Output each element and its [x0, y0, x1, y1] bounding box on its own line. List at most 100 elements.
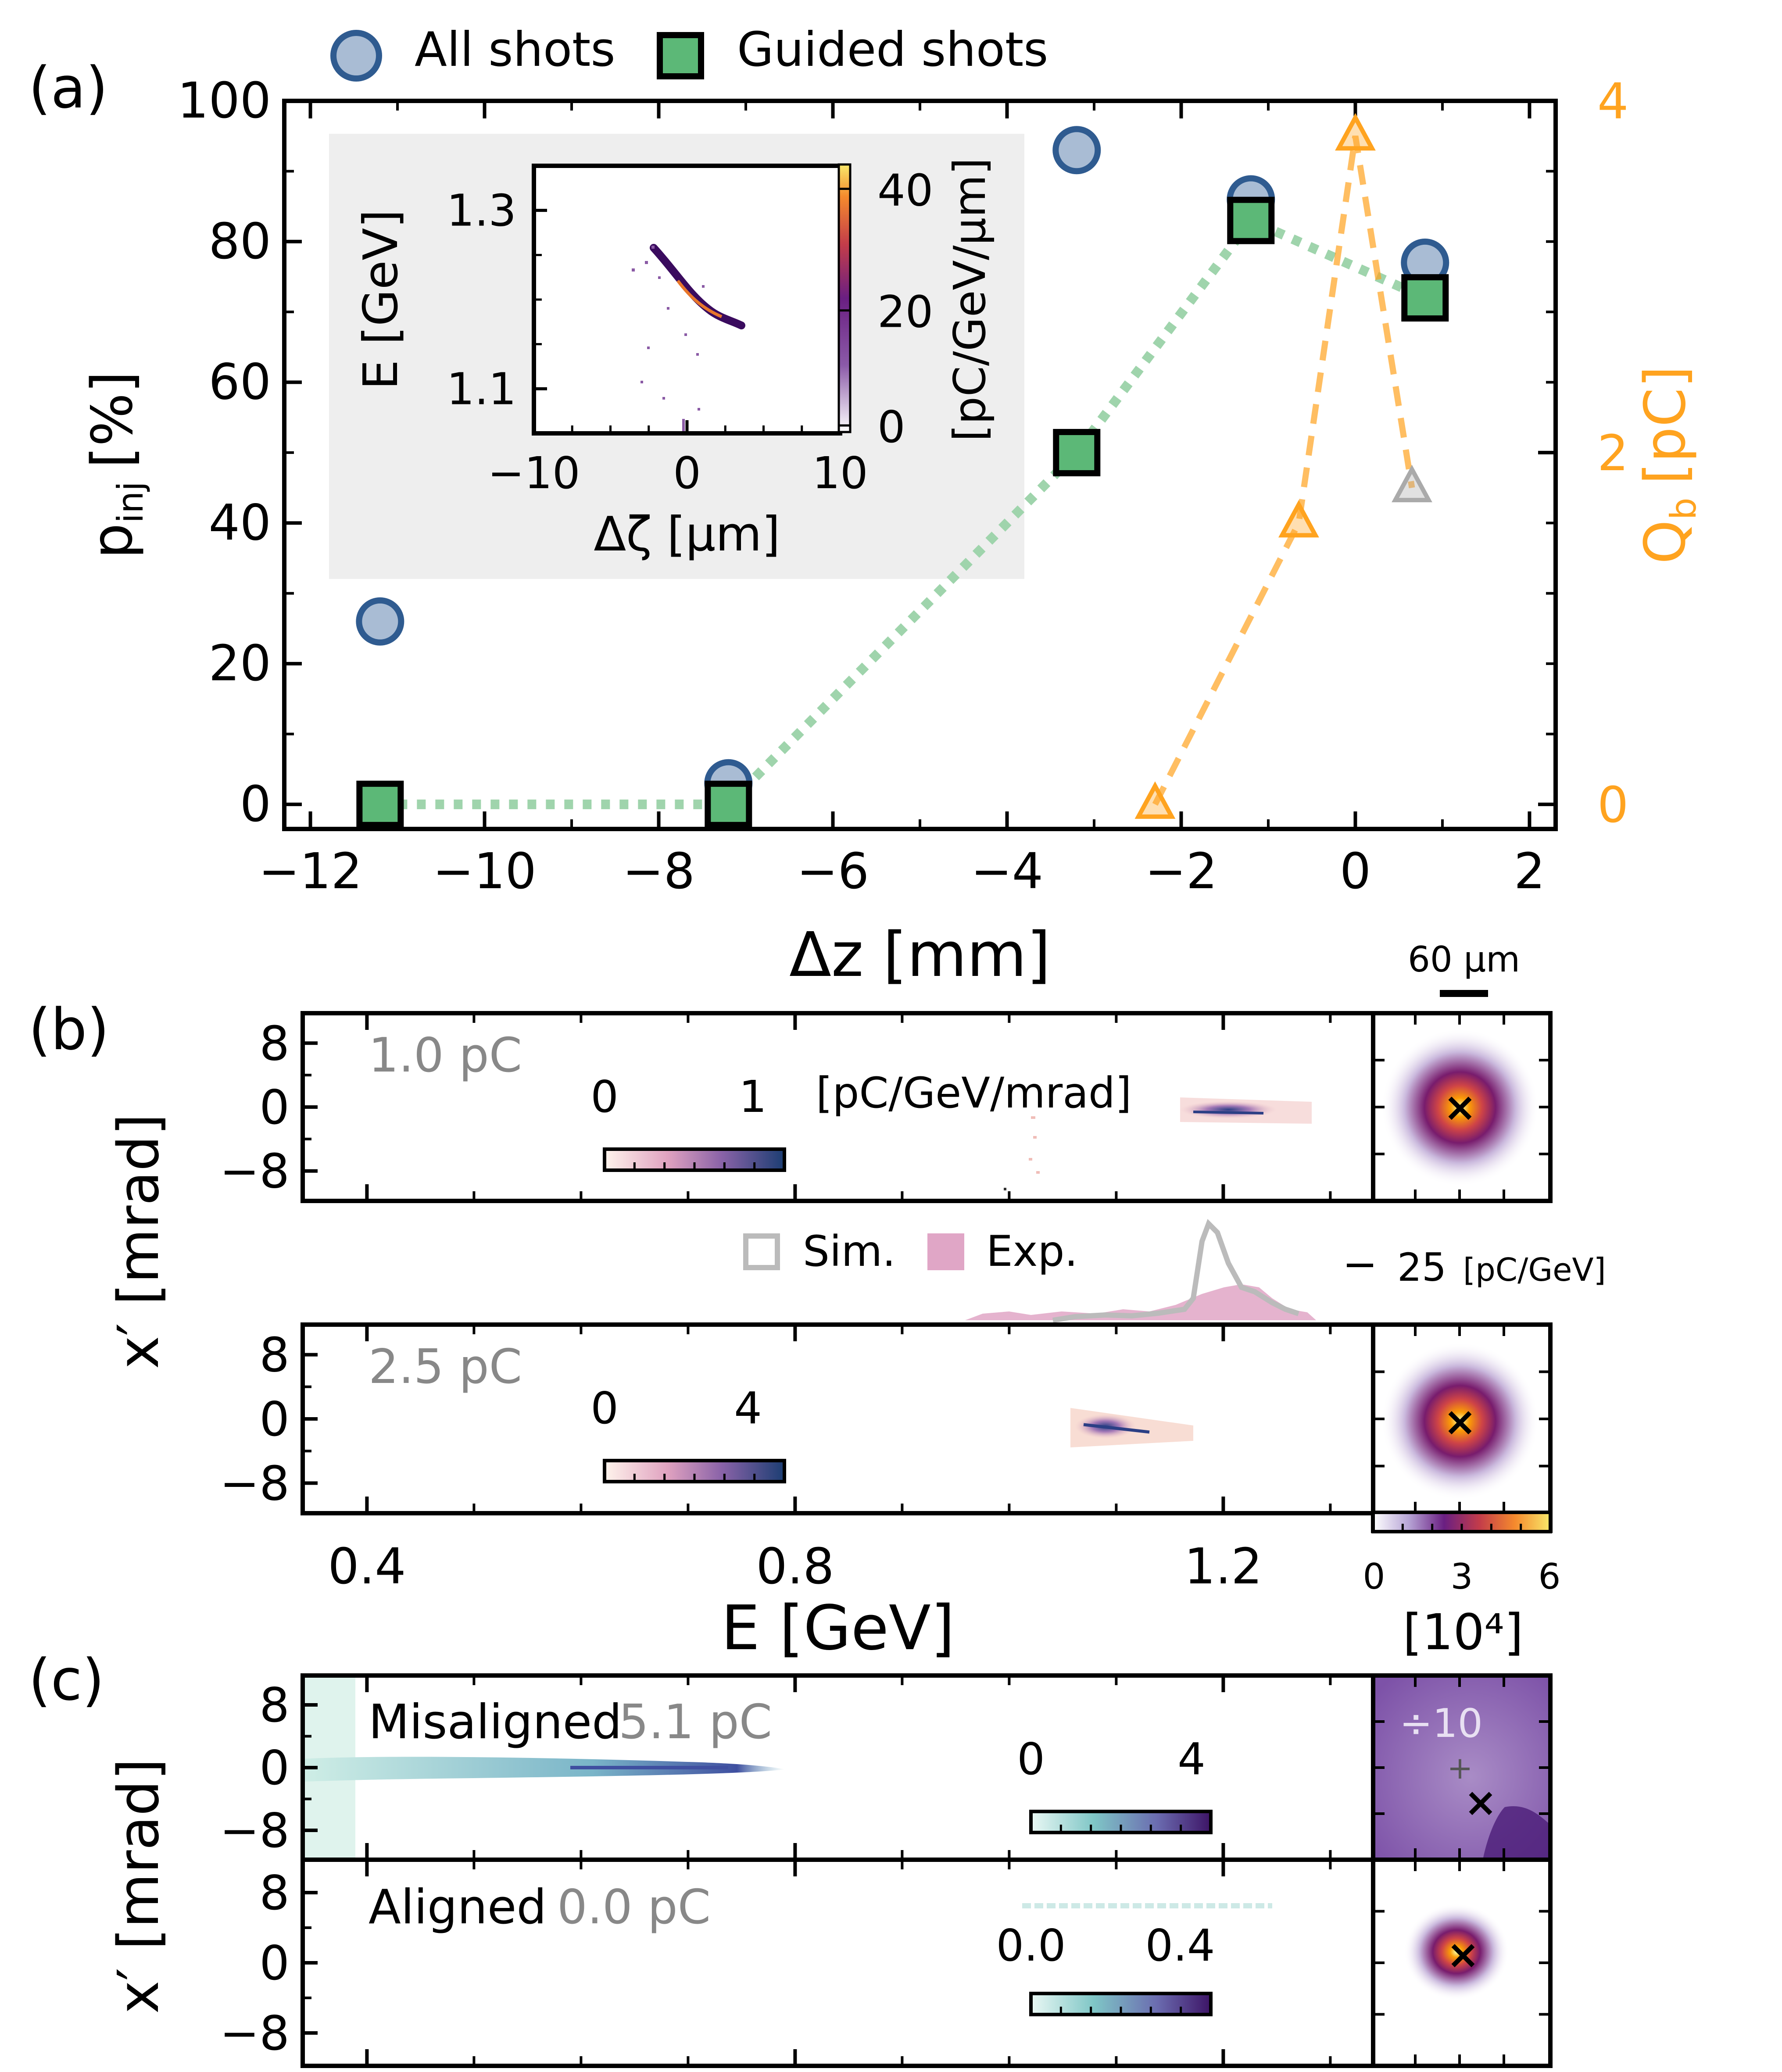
inset-beam-hot: [676, 279, 723, 318]
legend-sim-marker: [743, 1233, 780, 1270]
guided-shots-point: [705, 780, 752, 828]
b1-beam: [1180, 1101, 1277, 1118]
spot1-ticks: [1373, 1013, 1550, 1201]
legend-guided-marker: [657, 32, 704, 79]
y-tick-label: 80: [208, 213, 271, 270]
y2label-a-unit: [pC]: [1633, 366, 1698, 485]
axis-ticks-c: 8 0 −8 8 0 −8: [220, 1675, 1332, 2066]
c1-y-tick-label: −8: [220, 1804, 290, 1858]
spot3-divide-label: ÷10: [1399, 1700, 1483, 1747]
b2-y-tick-label: 8: [259, 1328, 290, 1383]
c1-cbar-min: 0: [1017, 1733, 1045, 1785]
b-x-tick-label: 0.4: [328, 1538, 406, 1595]
b1-colorbar-ticks: [633, 1162, 756, 1170]
x-tick-label: 2: [1514, 843, 1545, 900]
panel-b-spots: 60 μm × × 0 3 6 [10⁴]: [1363, 939, 1561, 1661]
guided-shots-point: [1401, 274, 1449, 322]
all-shots-point: [356, 597, 404, 646]
panel-b-row1: 1.0 pC 0 1 [pC/GeV/mrad]: [301, 1011, 1375, 1203]
b1-y-tick-label: −8: [220, 1144, 290, 1199]
b1-y-tick-label: 0: [259, 1080, 290, 1135]
inset-x-tick-label: 10: [812, 447, 868, 499]
spectrum-sim-line: [1052, 1219, 1299, 1323]
b2-charge-label: 2.5 pC: [369, 1340, 522, 1394]
b1-charge-label: 1.0 pC: [369, 1028, 522, 1083]
legend-exp-label: Exp.: [986, 1227, 1078, 1276]
spot2-cross: ×: [1443, 1399, 1476, 1445]
spot2-image: [1381, 1342, 1539, 1500]
x-tick-label: −12: [258, 843, 362, 900]
y2label-a: Qb [pC]: [1633, 366, 1704, 564]
c2-cbar-max: 0.4: [1145, 1920, 1215, 1971]
spectrum-scale-unit: [pC/GeV]: [1463, 1251, 1606, 1288]
legend-all-shots-marker: [330, 30, 382, 82]
spectrum-scale-value: 25: [1397, 1245, 1446, 1290]
y-tick-label: 60: [208, 354, 271, 411]
guided-shots-point: [1053, 429, 1101, 476]
c1-colorbar-ticks: [1059, 1825, 1182, 1833]
ylabel-a: pinj [%]: [80, 371, 151, 559]
inset-x-tick-label: 0: [673, 447, 701, 499]
spot4-ticks: [1373, 1860, 1550, 2066]
b1-y-tick-label: 8: [259, 1016, 290, 1071]
ylabel-a-unit: [%]: [80, 371, 145, 468]
x-tick-label: −10: [433, 843, 536, 900]
xlabel-a: Δz [mm]: [789, 919, 1051, 991]
ylabel-a-sub: inj: [110, 482, 151, 523]
y2-tick-label: 4: [1597, 73, 1628, 130]
spectrum-exp-fill: [965, 1284, 1316, 1320]
legend-exp-marker: [927, 1233, 964, 1270]
b1-cbar-max: 1: [739, 1071, 767, 1122]
spot-colorbar-ticks: [1401, 1524, 1522, 1532]
ylabel-c: x′ [mrad]: [106, 1758, 172, 2014]
spot-colorbar-unit: [10⁴]: [1403, 1604, 1524, 1661]
ylabel-a-main: p: [80, 523, 145, 559]
y-tick-label: 100: [177, 72, 271, 129]
spot3-cross: ×: [1464, 1779, 1497, 1826]
b1-cbar-min: 0: [590, 1071, 619, 1122]
xlabel-b: E [GeV]: [721, 1593, 955, 1664]
scalebar-label: 60 μm: [1408, 939, 1520, 980]
c2-name: Aligned: [369, 1880, 547, 1935]
c1-charge-label: 5.1 pC: [619, 1695, 772, 1750]
axes-frame-a: [282, 99, 1558, 831]
c2-charge-label: 0.0 pC: [557, 1880, 711, 1935]
b1-beam-core: [1193, 1111, 1264, 1115]
y2label-a-main: Q: [1633, 520, 1698, 564]
panel-label-c: (c): [29, 1647, 104, 1713]
panel-c-row2: Aligned 0.0 pC 0.0 0.4: [301, 1858, 1375, 2068]
b2-beam-core: [1083, 1423, 1150, 1434]
b2-cbar-min: 0: [590, 1383, 619, 1434]
b2-colorbar-ticks: [633, 1474, 756, 1482]
b2-cbar-max: 4: [734, 1383, 762, 1434]
inset-beam-scatter: [632, 246, 705, 431]
plot-area-a: [356, 113, 1449, 828]
legend-guided-label: Guided shots: [737, 22, 1048, 77]
legend-a: All shots Guided shots: [330, 22, 1048, 82]
c1-name: Misaligned: [369, 1695, 622, 1750]
inset-colorbar-label: [pC/GeV/μm]: [944, 157, 995, 441]
inset-ylabel: E [GeV]: [354, 210, 408, 390]
b1-unit-label: [pC/GeV/mrad]: [816, 1068, 1131, 1118]
c2-y-tick-label: 8: [259, 1866, 290, 1921]
spot4-image: [1404, 1904, 1509, 2000]
axis-ticks-b: 8 0 −8 8 0 −8 0.4 0.8 1.2: [220, 1013, 1332, 1595]
b2-y-tick-label: −8: [220, 1456, 290, 1511]
x-tick-label: −4: [971, 843, 1043, 900]
inset-y-tick-label: 1.3: [447, 185, 516, 236]
inset-axes-bg: [534, 166, 840, 433]
inset-beam: [632, 244, 745, 431]
all-shots-point: [1052, 126, 1101, 175]
charge-point: [1134, 781, 1176, 819]
charge-point-gray: [1392, 464, 1432, 503]
guided-shots-point: [356, 780, 404, 828]
b-x-tick-label: 1.2: [1184, 1538, 1262, 1595]
inset-x-tick-label: −10: [487, 447, 580, 499]
legend-all-shots-label: All shots: [415, 22, 615, 77]
y2-tick-label: 2: [1597, 425, 1628, 482]
y2-tick-label: 0: [1597, 777, 1628, 834]
guided-shots-point: [1227, 196, 1275, 244]
charge-point: [1278, 500, 1319, 538]
